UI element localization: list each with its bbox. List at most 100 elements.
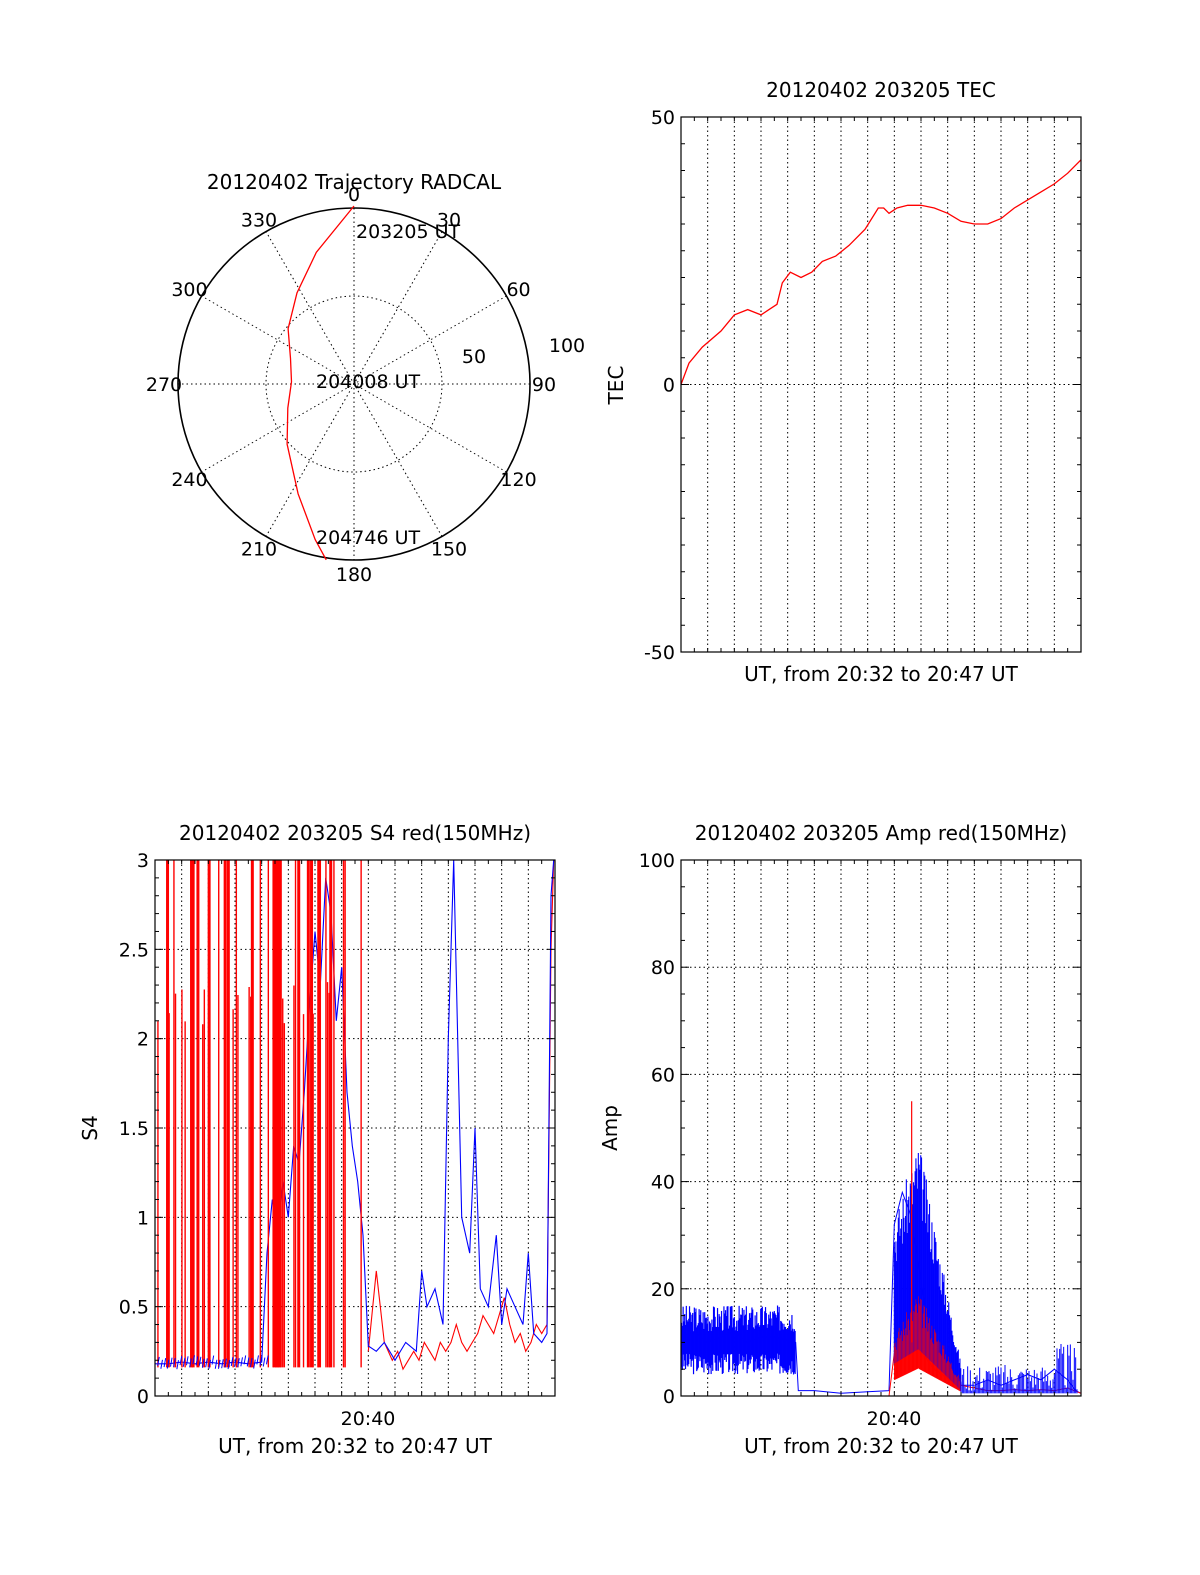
amp-x-tick-2040: 20:40 <box>867 1408 922 1430</box>
s4-blue-noise <box>230 1356 234 1367</box>
polar-radial-label-100: 100 <box>549 335 585 357</box>
polar-azimuth-label-60: 60 <box>506 279 530 301</box>
polar-azimuth-label-0: 0 <box>348 184 360 206</box>
s4-ytick-label: 1 <box>137 1207 149 1229</box>
amp-ytick-label: 60 <box>651 1064 675 1086</box>
polar-azimuth-label-240: 240 <box>171 469 207 491</box>
s4-blue-noise <box>217 1359 221 1369</box>
s4-blue-noise <box>256 1355 259 1365</box>
polar-azimuth-label-270: 270 <box>146 374 182 396</box>
s4-blue-noise <box>243 1355 247 1365</box>
s4-blue-noise <box>182 1357 186 1367</box>
polar-azimuth-label-300: 300 <box>171 279 207 301</box>
amp-panel: 20120402 203205 Amp red(150MHz) 0 20 40 60 8… <box>598 821 1082 1458</box>
polar-radial-label-50: 50 <box>462 346 486 368</box>
s4-blue-noise <box>249 1357 253 1368</box>
amp-ytick-label: 0 <box>663 1386 675 1408</box>
s4-blue-noise <box>253 1359 256 1369</box>
tec-title: 20120402 203205 TEC <box>766 78 996 102</box>
polar-azimuth-label-150: 150 <box>431 539 467 561</box>
amp-ytick-label: 40 <box>651 1172 675 1194</box>
s4-ytick-label: 1.5 <box>119 1118 149 1140</box>
amp-y-ticks: 0 20 40 60 80 100 <box>639 850 1082 1408</box>
s4-blue-noise <box>160 1359 163 1369</box>
polar-end-label: 204746 UT <box>316 527 420 549</box>
s4-y-axis-label: S4 <box>78 1115 102 1140</box>
s4-x-axis-label: UT, from 20:32 to 20:47 UT <box>218 1434 493 1458</box>
s4-blue-noise <box>208 1359 211 1369</box>
s4-panel: 20120402 203205 S4 red(150MHz) 0 0.5 1 1.5 2… <box>78 821 556 1458</box>
polar-azimuth-label-30: 30 <box>437 209 461 231</box>
s4-ytick-label: 2.5 <box>119 939 149 961</box>
s4-blue-noise <box>205 1358 208 1368</box>
s4-ytick-label: 3 <box>137 850 149 872</box>
tec-y-axis-label: TEC <box>604 366 628 406</box>
amp-series-blue <box>680 1190 1082 1394</box>
s4-blue-noise <box>169 1357 173 1367</box>
polar-trajectory-line <box>286 205 355 561</box>
s4-blue-noise <box>179 1356 183 1366</box>
amp-ytick-label: 100 <box>639 850 675 872</box>
s4-blue-noise <box>192 1355 195 1365</box>
tec-grid <box>681 117 1081 652</box>
polar-azimuth-labels: 0 30 60 90 120 150 180 210 240 270 300 330 <box>146 184 556 586</box>
s4-ytick-label: 0.5 <box>119 1297 149 1319</box>
s4-blue-noise <box>173 1357 176 1368</box>
polar-azimuth-label-330: 330 <box>241 209 277 231</box>
amp-x-axis-label: UT, from 20:32 to 20:47 UT <box>744 1434 1019 1458</box>
s4-blue-noise <box>233 1357 237 1367</box>
s4-title: 20120402 203205 S4 red(150MHz) <box>179 821 531 845</box>
tec-panel: 20120402 203205 TEC 50 0 -50 TEC UT, from … <box>604 78 1082 686</box>
amp-ytick-label: 80 <box>651 957 675 979</box>
s4-blue-noise <box>157 1356 160 1366</box>
s4-blue-noise <box>246 1357 250 1367</box>
s4-x-tick-2040: 20:40 <box>341 1408 396 1430</box>
tec-ytick-label: 0 <box>663 375 675 397</box>
s4-plot-area <box>155 859 555 1371</box>
s4-blue-noise <box>195 1356 199 1366</box>
s4-blue-noise <box>163 1358 167 1368</box>
s4-blue-noise <box>166 1359 170 1369</box>
amp-ytick-label: 20 <box>651 1279 675 1301</box>
s4-blue-noise <box>265 1355 269 1365</box>
s4-blue-noise <box>259 1356 263 1366</box>
tec-plot-area <box>680 159 1082 385</box>
amp-title: 20120402 203205 Amp red(150MHz) <box>695 821 1067 845</box>
polar-horizon-circle <box>177 207 531 561</box>
s4-blue-noise <box>201 1358 205 1368</box>
s4-blue-noise <box>240 1357 243 1367</box>
polar-azimuth-label-210: 210 <box>241 539 277 561</box>
s4-series-blue <box>155 859 555 1365</box>
polar-middle-label: 204008 UT <box>316 371 420 393</box>
s4-blue-noise <box>221 1359 224 1369</box>
s4-blue-noise <box>211 1355 215 1365</box>
s4-y-ticks: 0 0.5 1 1.5 2 2.5 3 <box>119 850 556 1408</box>
tec-ytick-label: 50 <box>651 107 675 129</box>
amp-y-axis-label: Amp <box>598 1105 622 1151</box>
amp-plot-area <box>680 1101 1082 1397</box>
polar-spoke-150 <box>265 231 443 537</box>
s4-blue-noise <box>227 1360 231 1370</box>
polar-inner-ring <box>265 295 443 473</box>
s4-blue-noise <box>224 1358 227 1368</box>
polar-title: 20120402 Trajectory RADCAL <box>207 170 502 194</box>
tec-y-ticks: 50 0 -50 <box>644 107 1082 664</box>
s4-blue-noise <box>176 1360 179 1370</box>
s4-grid <box>155 860 555 1396</box>
tec-ytick-label: -50 <box>644 642 675 664</box>
s4-ytick-label: 2 <box>137 1029 149 1051</box>
s4-blue-noise <box>214 1359 218 1369</box>
s4-blue-noise <box>189 1358 192 1368</box>
s4-blue-noise <box>262 1357 266 1367</box>
tec-series-red <box>680 159 1082 385</box>
s4-blue-noise <box>237 1358 240 1368</box>
tec-x-axis-label: UT, from 20:32 to 20:47 UT <box>744 662 1019 686</box>
polar-azimuth-label-90: 90 <box>532 374 556 396</box>
polar-panel: 20120402 Trajectory RADCAL 0 30 60 90 120 150… <box>146 170 585 586</box>
s4-ytick-label: 0 <box>137 1386 149 1408</box>
polar-azimuth-label-120: 120 <box>500 469 536 491</box>
s4-blue-noise <box>185 1356 189 1366</box>
s4-blue-noise <box>198 1356 202 1366</box>
polar-start-label: 203205 UT <box>356 221 460 243</box>
